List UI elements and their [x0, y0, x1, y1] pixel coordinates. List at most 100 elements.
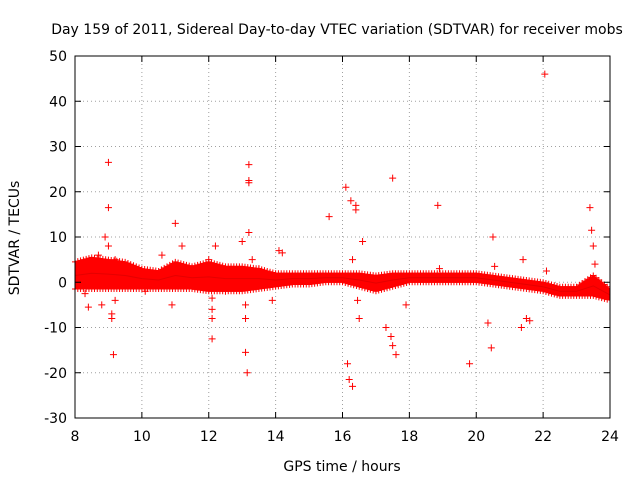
band-marker: [191, 262, 198, 269]
data-point: [245, 228, 253, 236]
band-marker: [261, 267, 268, 274]
band-marker: [177, 260, 184, 267]
band-marker: [375, 287, 382, 294]
band-marker: [85, 255, 92, 262]
band-marker: [595, 294, 602, 301]
data-point: [98, 301, 106, 309]
data-point: [245, 179, 253, 187]
data-point: [519, 256, 527, 264]
data-point: [84, 303, 92, 311]
x-tick-label: 10: [133, 429, 151, 445]
band-marker: [219, 262, 226, 269]
data-point: [349, 382, 357, 390]
band-marker: [384, 285, 391, 292]
band-marker: [353, 283, 360, 290]
data-point: [238, 238, 246, 246]
band-marker: [540, 288, 547, 295]
band-marker: [372, 288, 379, 295]
band-marker: [194, 261, 201, 268]
band-marker: [200, 260, 207, 267]
data-point: [389, 174, 397, 182]
data-point: [255, 265, 263, 273]
data-point: [81, 290, 89, 298]
band-marker: [548, 281, 555, 288]
band-marker: [342, 280, 349, 287]
data-point: [435, 265, 443, 273]
data-point: [588, 226, 596, 234]
data-point: [591, 260, 599, 268]
data-point: [104, 204, 112, 212]
band-marker: [197, 261, 204, 268]
band-marker: [398, 281, 405, 288]
data-point: [208, 335, 216, 343]
band-marker: [386, 284, 393, 291]
data-point: [389, 342, 397, 350]
axis-ticks: 8 10 12 14 16 18 20 22 24 -30 -20 -10 0 10 20 30 40 50: [44, 49, 619, 445]
data-point: [111, 256, 119, 264]
data-point: [208, 314, 216, 322]
data-point: [78, 281, 86, 289]
data-point: [345, 376, 353, 384]
band-marker: [345, 280, 352, 287]
data-point: [342, 183, 350, 191]
band-marker: [604, 283, 611, 290]
band-marker: [367, 286, 374, 293]
band-marker: [542, 289, 549, 296]
band-marker: [127, 261, 134, 268]
data-point: [94, 251, 102, 259]
data-point: [352, 206, 360, 214]
band-marker: [172, 258, 179, 265]
band-marker: [604, 296, 611, 303]
band-marker: [381, 286, 388, 293]
data-point: [158, 251, 166, 259]
band-marker: [122, 258, 129, 265]
data-point: [392, 351, 400, 359]
y-axis-label: SDTVAR / TECUs: [7, 181, 23, 296]
band-marker: [403, 280, 410, 287]
band-marker: [214, 261, 221, 268]
band-marker: [186, 262, 193, 269]
y-tick-label: 30: [49, 140, 67, 156]
band-marker: [80, 256, 87, 263]
band-marker: [364, 286, 371, 293]
data-point: [109, 351, 117, 359]
data-point: [168, 301, 176, 309]
x-tick-label: 16: [334, 429, 352, 445]
data-point: [354, 296, 362, 304]
band-marker: [395, 282, 402, 289]
data-point: [466, 360, 474, 368]
data-points: [72, 70, 611, 390]
data-point: [542, 267, 550, 275]
band-marker: [601, 295, 608, 302]
band-marker: [400, 280, 407, 287]
data-point: [589, 242, 597, 250]
band-marker: [590, 292, 597, 299]
data-point: [325, 213, 333, 221]
band-marker: [551, 282, 558, 289]
data-point: [208, 305, 216, 313]
x-tick-label: 12: [200, 429, 218, 445]
y-tick-label: 0: [58, 275, 67, 291]
data-point: [349, 256, 357, 264]
band-marker: [175, 259, 182, 266]
y-tick-label: -30: [44, 411, 67, 427]
data-point: [221, 287, 229, 295]
x-tick-label: 20: [467, 429, 485, 445]
band-marker: [211, 260, 218, 267]
x-tick-label: 14: [267, 429, 285, 445]
x-tick-label: 8: [71, 429, 80, 445]
data-point: [138, 269, 146, 277]
x-tick-label: 24: [601, 429, 619, 445]
band-marker: [542, 280, 549, 287]
data-point: [268, 296, 276, 304]
band-marker: [208, 259, 215, 266]
data-point: [491, 262, 499, 270]
data-point: [111, 296, 119, 304]
data-point: [586, 204, 594, 212]
band-marker: [124, 260, 131, 267]
data-point: [245, 161, 253, 169]
band-marker: [77, 257, 84, 264]
band-marker: [551, 291, 558, 298]
band-center-line: [74, 272, 611, 296]
